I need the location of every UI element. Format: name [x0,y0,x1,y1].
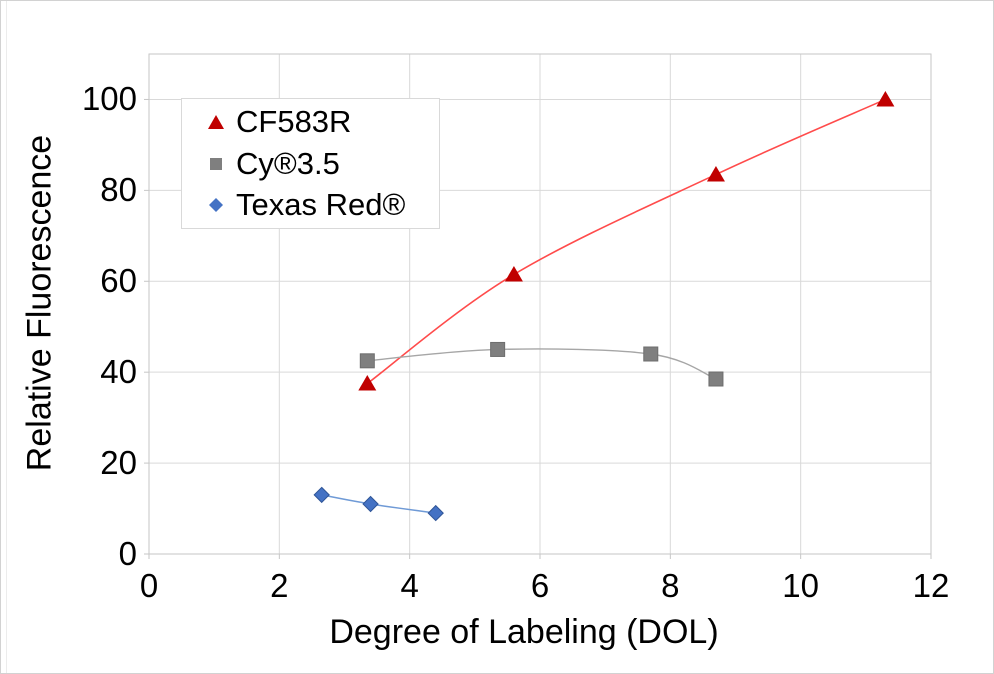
legend-label: CF583R [236,104,352,140]
y-tick-label: 0 [118,535,137,572]
y-tick-label: 40 [100,353,137,391]
data-point-diamond [427,504,444,522]
x-tick-label: 10 [782,567,820,604]
canvas-edge-line [6,1,7,673]
x-tick-label: 4 [400,567,419,604]
data-point-triangle [706,165,725,182]
x-tick-label: 0 [139,567,159,604]
data-point-square [359,353,375,369]
legend: CF583R Cy®3.5 Texas Red® [181,98,440,229]
data-point-square [643,346,659,362]
legend-item-cf583r: CF583R [182,102,439,142]
data-point-triangle [358,375,377,391]
data-point-square [708,371,724,387]
x-tick-label: 6 [530,567,550,604]
x-tick-label: 2 [270,567,289,604]
x-tick-label: 8 [661,567,680,604]
diamond-marker-icon [204,197,228,213]
x-axis-title: Degree of Labeling (DOL) [329,613,719,651]
legend-label: Cy®3.5 [236,145,340,181]
x-tick-label: 12 [912,567,950,604]
triangle-marker-icon [204,114,228,130]
square-marker-icon [204,157,228,171]
y-tick-label: 80 [100,171,137,209]
data-point-square [490,341,506,357]
y-tick-label: 20 [100,444,137,482]
data-point-diamond [362,495,379,513]
data-point-diamond [313,486,330,504]
legend-item-cy35: Cy®3.5 [182,144,439,184]
data-point-triangle [504,265,523,282]
legend-item-texas-red: Texas Red® [182,185,439,225]
series-line-1 [366,98,886,385]
y-tick-label: 60 [100,262,137,300]
y-tick-label: 100 [81,80,137,118]
series-line-2 [367,348,717,380]
legend-label: Texas Red® [236,186,406,222]
data-point-triangle [876,90,895,107]
